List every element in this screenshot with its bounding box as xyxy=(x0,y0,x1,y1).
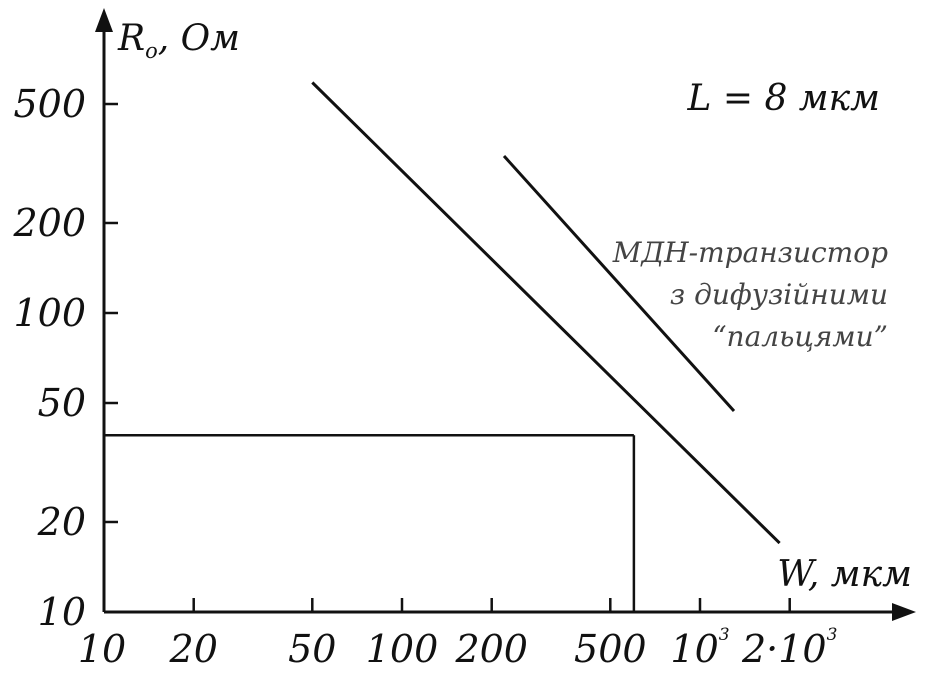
reference-lines xyxy=(104,434,636,612)
x-tick-label-text: 20 xyxy=(169,627,218,671)
x-tick-label-text: 500 xyxy=(574,627,647,671)
x-tick-label-text: 100 xyxy=(366,627,439,671)
y-tick-label: 500 xyxy=(13,82,86,126)
x-ticks: 10 20 50 100 200 500 103 2·103 xyxy=(78,598,837,671)
x-tick-label-text: 200 xyxy=(454,627,528,671)
x-axis-title: W, мкм xyxy=(777,554,912,595)
x-axis-arrow xyxy=(892,603,916,621)
y-tick-label: 20 xyxy=(37,500,86,544)
series-annotation-line-2: з дифузійними xyxy=(670,278,888,311)
y-axis-title-rest: , Ом xyxy=(158,18,240,59)
x-tick-label: 2·103 xyxy=(741,625,837,671)
y-axis-title-main: R xyxy=(117,18,145,59)
y-tick-label: 100 xyxy=(13,291,86,335)
x-tick-label: 500 xyxy=(574,627,647,671)
x-tick-label: 10 xyxy=(78,627,126,671)
y-axis-arrow xyxy=(95,8,113,32)
x-tick-label-text: 2·10 xyxy=(741,627,827,671)
series-annotation-line-3: “пальцями” xyxy=(712,320,888,353)
x-tick-label-text: 10 xyxy=(670,627,718,671)
length-annotation: L = 8 мкм xyxy=(687,78,881,119)
y-axis-title-sub: о xyxy=(145,39,158,63)
x-tick-label-exponent: 3 xyxy=(719,625,730,645)
x-tick-label: 103 xyxy=(670,625,729,671)
series-line-1 xyxy=(311,81,781,545)
x-tick-label: 50 xyxy=(288,627,336,671)
y-axis-title: Rо, Ом xyxy=(117,18,240,63)
series-layer xyxy=(311,81,781,545)
y-tick-label: 200 xyxy=(12,201,86,245)
series-annotation-line-1: МДН-транзистор xyxy=(612,236,888,269)
x-tick-label-exponent: 3 xyxy=(827,625,838,645)
x-tick-label: 20 xyxy=(169,627,218,671)
x-tick-label: 200 xyxy=(454,627,528,671)
y-tick-label: 10 xyxy=(38,590,86,634)
x-tick-label-text: 50 xyxy=(288,627,336,671)
series-line-2 xyxy=(502,154,736,413)
y-tick-label: 50 xyxy=(38,381,86,425)
x-tick-label: 100 xyxy=(366,627,439,671)
y-ticks: 10 20 50 100 200 500 xyxy=(12,82,118,634)
x-tick-label-text: 10 xyxy=(78,627,126,671)
